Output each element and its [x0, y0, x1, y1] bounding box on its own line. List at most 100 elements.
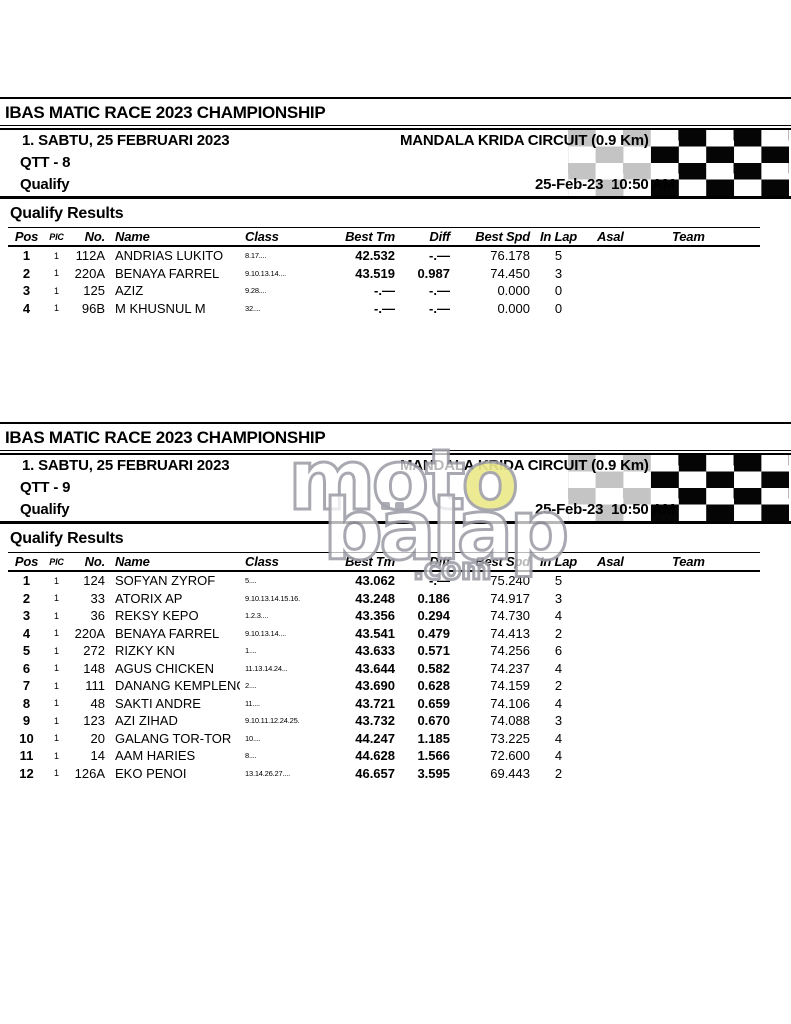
- col-header-best_tm: Best Tm: [345, 229, 395, 244]
- cell-best_tm: 43.248: [355, 590, 395, 606]
- cell-best_spd: 74.106: [490, 695, 530, 711]
- cell-diff: 0.659: [417, 695, 450, 711]
- cell-name: REKSY KEPO: [115, 608, 199, 624]
- cell-class: 9.28....: [245, 286, 267, 296]
- cell-asal: [585, 712, 660, 730]
- cell-in_lap: 5: [554, 248, 563, 264]
- cell-best_spd: 0.000: [497, 300, 530, 316]
- cell-diff: 0.479: [417, 625, 450, 641]
- cell-pos: 3: [22, 608, 31, 624]
- cell-pos: 4: [22, 625, 31, 641]
- cell-in_lap: 4: [554, 748, 563, 764]
- circuit-name: MANDALA KRIDA CIRCUIT (0.9 Km): [400, 457, 649, 474]
- cell-asal: [585, 282, 660, 300]
- cell-pos: 2: [22, 265, 31, 281]
- cell-asal: [585, 265, 660, 283]
- col-header-diff: Diff: [429, 554, 450, 569]
- cell-pic: 1: [53, 628, 59, 639]
- cell-no: 124: [83, 573, 105, 589]
- col-header-pic: PIC: [49, 556, 64, 567]
- cell-best_tm: 43.633: [355, 643, 395, 659]
- cell-class: 2....: [245, 681, 257, 691]
- col-header-class: Class: [245, 229, 279, 244]
- cell-asal: [585, 246, 660, 265]
- col-header-asal: Asal: [597, 229, 624, 244]
- results-table-header: Pos PIC No. Name Class Best Tm Diff Best Spd In …: [8, 552, 760, 571]
- col-header-name: Name: [115, 229, 150, 244]
- cell-name: SOFYAN ZYROF: [115, 573, 216, 589]
- cell-in_lap: 4: [554, 660, 563, 676]
- cell-pos: 3: [22, 283, 31, 299]
- cell-asal: [585, 625, 660, 643]
- cell-asal: [585, 590, 660, 608]
- cell-team: [660, 625, 760, 643]
- session-type: Qualify: [20, 176, 70, 193]
- cell-class: 8....: [245, 751, 257, 761]
- cell-pic: 1: [53, 303, 59, 314]
- cell-name: AGUS CHICKEN: [115, 660, 214, 676]
- cell-class: 11.13.14.24...: [245, 663, 288, 673]
- cell-no: 111: [85, 678, 105, 694]
- cell-pic: 1: [53, 733, 59, 744]
- cell-asal: [585, 747, 660, 765]
- cell-asal: [585, 300, 660, 318]
- session-type: Qualify: [20, 501, 70, 518]
- cell-in_lap: 4: [554, 695, 563, 711]
- table-row: 1 1 124 SOFYAN ZYROF 5.... 43.062 -.— 75.240 5: [8, 571, 760, 590]
- cell-name: DANANG KEMPLENG: [115, 678, 240, 694]
- cell-pic: 1: [53, 645, 59, 656]
- cell-team: [660, 265, 760, 283]
- cell-class: 9.10.11.12.24.25.: [245, 716, 300, 726]
- cell-best_spd: 74.256: [490, 643, 530, 659]
- cell-pos: 7: [22, 678, 31, 694]
- table-row: 4 1 220A BENAYA FARREL 9.10.13.14.... 43.541 0…: [8, 625, 760, 643]
- table-row: 12 1 126A EKO PENOI 13.14.26.27.... 46.657 3.5…: [8, 765, 760, 783]
- cell-pos: 4: [22, 300, 31, 316]
- table-row: 9 1 123 AZI ZIHAD 9.10.11.12.24.25. 43.732 0.6…: [8, 712, 760, 730]
- cell-diff: 1.566: [417, 748, 450, 764]
- cell-diff: 0.571: [417, 643, 450, 659]
- cell-best_spd: 74.413: [490, 625, 530, 641]
- cell-pic: 1: [53, 750, 59, 761]
- col-header-best_spd: Best Spd: [475, 229, 530, 244]
- col-header-in_lap: In Lap: [539, 229, 578, 244]
- session-row: QTT - 8: [0, 152, 791, 174]
- cell-class: 9.10.13.14....: [245, 268, 286, 278]
- col-header-best_tm: Best Tm: [345, 554, 395, 569]
- table-row: 10 1 20 GALANG TOR-TOR 10.... 44.247 1.185 73.2…: [8, 730, 760, 748]
- cell-pic: 1: [53, 285, 59, 296]
- cell-no: 48: [90, 695, 105, 711]
- cell-class: 9.10.13.14....: [245, 628, 286, 638]
- cell-class: 8.17....: [245, 251, 267, 261]
- cell-asal: [585, 765, 660, 783]
- event-date: 1. SABTU, 25 FEBRUARI 2023: [22, 457, 230, 474]
- cell-class: 10....: [245, 733, 261, 743]
- cell-diff: -.—: [429, 573, 450, 589]
- cell-team: [660, 712, 760, 730]
- cell-no: 112A: [75, 248, 105, 264]
- cell-no: 148: [83, 660, 105, 676]
- cell-asal: [585, 730, 660, 748]
- results-table-body: 1 1 112A ANDRIAS LUKITO 8.17.... 42.532 -.— 76.…: [8, 246, 760, 317]
- cell-diff: -.—: [429, 248, 450, 264]
- checkered-flag-icon: [568, 130, 789, 196]
- cell-team: [660, 730, 760, 748]
- circuit-name: MANDALA KRIDA CIRCUIT (0.9 Km): [400, 132, 649, 149]
- session-header-box: 1. SABTU, 25 FEBRUARI 2023 MANDALA KRIDA…: [0, 128, 791, 199]
- cell-team: [660, 571, 760, 590]
- top-rule: [0, 422, 791, 424]
- cell-pic: 1: [53, 663, 59, 674]
- cell-pic: 1: [53, 680, 59, 691]
- session-report-qtt9: IBAS MATIC RACE 2023 CHAMPIONSHIP 1. SAB…: [0, 422, 791, 782]
- cell-no: 20: [90, 730, 105, 746]
- checkered-flag-gray-part: [568, 130, 651, 196]
- cell-no: 33: [90, 590, 105, 606]
- cell-in_lap: 6: [554, 643, 563, 659]
- cell-pic: 1: [53, 268, 59, 279]
- cell-team: [660, 677, 760, 695]
- top-rule: [0, 97, 791, 99]
- cell-pos: 11: [19, 748, 34, 764]
- cell-diff: 0.670: [417, 713, 450, 729]
- cell-best_tm: 43.690: [355, 678, 395, 694]
- results-table: Pos PIC No. Name Class Best Tm Diff Best Spd In …: [8, 552, 760, 782]
